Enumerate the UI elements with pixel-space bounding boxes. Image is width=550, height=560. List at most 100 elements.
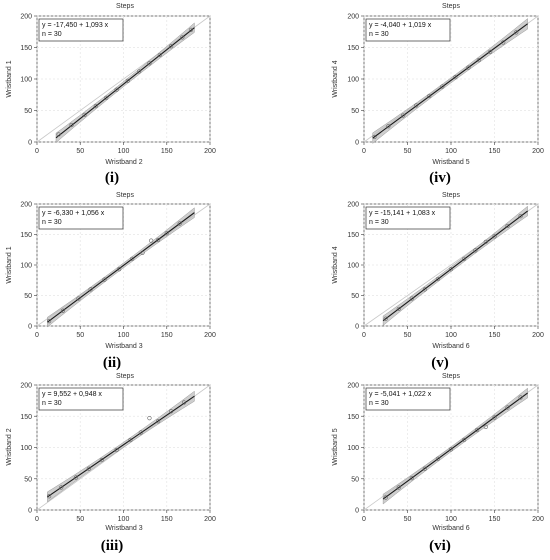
regression-equation: y = -5,041 + 1,022 x xyxy=(369,391,432,398)
x-axis-label: Wristband 2 xyxy=(105,159,142,166)
data-point xyxy=(188,27,194,32)
x-tick-label: 150 xyxy=(161,332,173,339)
data-point xyxy=(136,69,142,74)
x-axis-label: Wristband 6 xyxy=(432,525,469,532)
y-axis-label: Wristband 1 xyxy=(6,246,13,283)
y-axis-label: Wristband 5 xyxy=(332,428,339,465)
y-tick-label: 150 xyxy=(20,414,32,421)
data-point xyxy=(168,44,174,49)
data-point xyxy=(164,231,169,236)
y-tick-label: 150 xyxy=(347,414,359,421)
y-tick-label: 50 xyxy=(351,476,359,483)
data-point xyxy=(69,122,74,128)
x-tick-label: 50 xyxy=(76,516,84,523)
y-axis-label: Wristband 4 xyxy=(332,60,339,97)
panel-label: (iii) xyxy=(101,538,124,554)
panel-label: (vi) xyxy=(429,538,451,554)
panel-label: (iv) xyxy=(429,170,451,186)
data-point xyxy=(86,466,91,471)
x-tick-label: 100 xyxy=(118,332,130,339)
x-axis-label: Wristband 6 xyxy=(432,343,469,350)
data-point xyxy=(476,57,481,63)
x-tick-label: 100 xyxy=(118,516,130,523)
equation-box xyxy=(38,387,124,411)
y-tick-label: 50 xyxy=(24,108,32,115)
y-tick-label: 200 xyxy=(347,14,359,21)
panel-label: (v) xyxy=(431,355,449,371)
x-tick-label: 150 xyxy=(489,148,501,155)
data-point xyxy=(125,78,130,83)
data-point xyxy=(88,287,93,292)
chart-panel: 00 50 50 100 100 150 150 200 200 y = -5,041 + 1,0… xyxy=(332,373,544,554)
y-tick-label: 150 xyxy=(20,45,32,52)
data-point xyxy=(483,239,488,244)
x-tick-label: 50 xyxy=(404,516,412,523)
data-point xyxy=(422,287,428,292)
panel-label: (ii) xyxy=(103,355,121,371)
data-point xyxy=(518,395,523,400)
data-point xyxy=(56,132,61,137)
data-point xyxy=(138,430,143,435)
y-axis-label: Wristband 4 xyxy=(332,246,339,283)
y-tick-label: 50 xyxy=(24,476,32,483)
data-point xyxy=(386,124,391,129)
data-point xyxy=(466,65,471,70)
chart-title: Steps xyxy=(116,3,134,10)
data-point xyxy=(461,437,467,443)
y-tick-label: 100 xyxy=(20,77,32,84)
data-point xyxy=(102,277,107,282)
x-tick-label: 0 xyxy=(35,148,39,155)
data-point xyxy=(440,84,445,89)
chart-title: Steps xyxy=(116,192,134,199)
x-tick-label: 200 xyxy=(532,148,544,155)
x-tick-label: 150 xyxy=(489,516,501,523)
data-point xyxy=(396,306,401,312)
x-axis-label: Wristband 3 xyxy=(105,525,142,532)
x-tick-label: 50 xyxy=(76,332,84,339)
x-tick-label: 50 xyxy=(404,332,412,339)
chart-title: Steps xyxy=(442,373,460,380)
x-tick-label: 150 xyxy=(161,516,173,523)
sample-size: n = 30 xyxy=(369,31,389,38)
data-point xyxy=(149,238,154,243)
data-point xyxy=(505,405,510,410)
y-tick-label: 150 xyxy=(20,232,32,239)
x-tick-label: 100 xyxy=(118,148,130,155)
data-point xyxy=(177,221,182,226)
x-tick-label: 200 xyxy=(204,516,216,523)
panel-label: (i) xyxy=(105,170,119,186)
data-point xyxy=(117,267,122,272)
data-point xyxy=(518,214,523,219)
data-point xyxy=(414,103,419,108)
data-point xyxy=(59,485,64,490)
equation-box xyxy=(38,206,124,230)
data-point xyxy=(409,476,414,481)
y-tick-label: 0 xyxy=(28,508,32,515)
x-axis-label: Wristband 5 xyxy=(432,159,469,166)
y-tick-label: 150 xyxy=(347,232,359,239)
x-tick-label: 100 xyxy=(445,332,457,339)
data-point xyxy=(448,267,454,272)
data-point xyxy=(181,400,187,405)
y-tick-label: 100 xyxy=(20,445,32,452)
equation-box xyxy=(365,387,451,411)
data-point xyxy=(128,437,133,443)
regression-line xyxy=(372,23,528,139)
data-point xyxy=(453,75,458,80)
y-tick-label: 0 xyxy=(28,140,32,147)
data-point xyxy=(156,237,161,243)
data-point xyxy=(492,234,497,239)
x-axis-label: Wristband 3 xyxy=(105,343,142,350)
sample-size: n = 30 xyxy=(369,400,389,407)
x-tick-label: 150 xyxy=(489,332,501,339)
data-point xyxy=(73,475,79,480)
x-tick-label: 50 xyxy=(404,148,412,155)
chart-panel: 00 50 50 100 100 150 150 200 200 y = 9,552 + 0,94… xyxy=(6,373,216,554)
data-point xyxy=(372,134,377,140)
sample-size: n = 30 xyxy=(42,400,62,407)
equation-box xyxy=(365,206,451,230)
data-point xyxy=(473,248,478,253)
y-axis-label: Wristband 1 xyxy=(6,60,13,97)
y-tick-label: 200 xyxy=(20,383,32,390)
y-tick-label: 200 xyxy=(347,383,359,390)
